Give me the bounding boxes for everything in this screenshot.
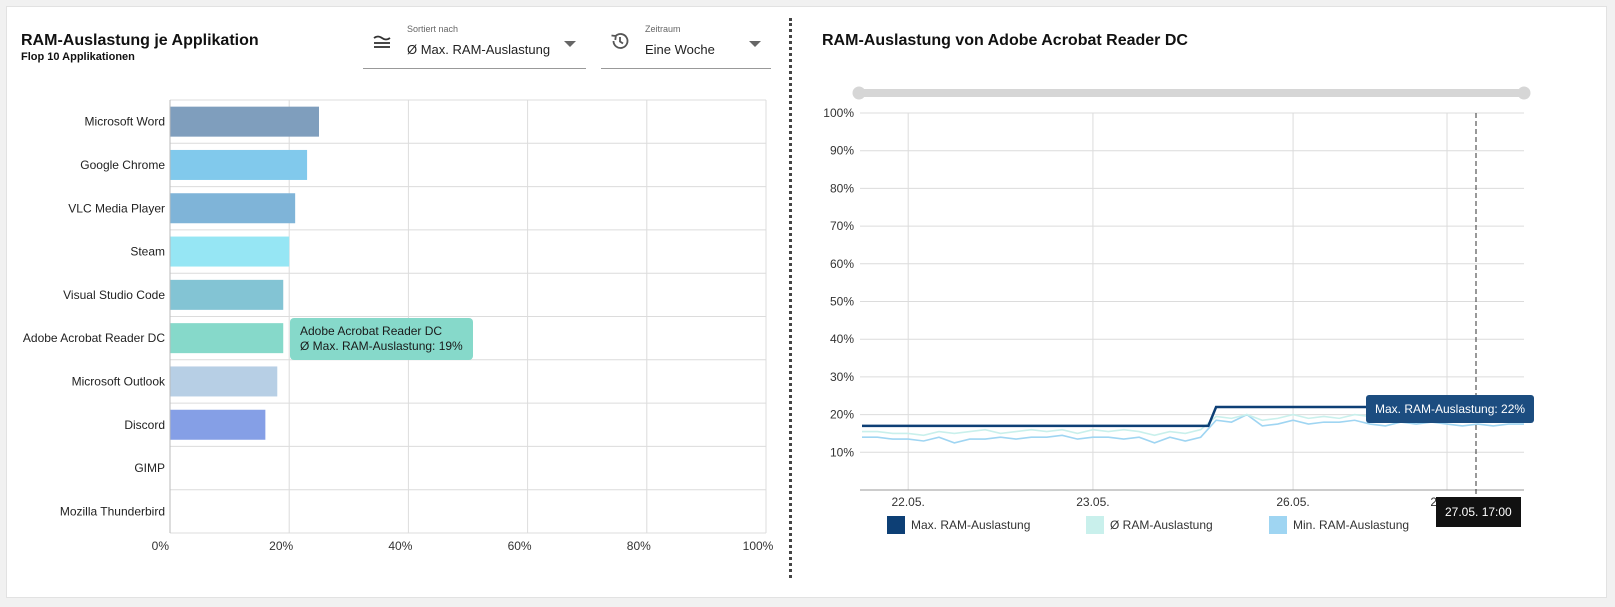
- legend-swatch-max: [887, 516, 905, 534]
- bar-category-label: Microsoft Outlook: [72, 374, 166, 388]
- line-tooltip-time: 27.05. 17:00: [1436, 497, 1521, 527]
- line-y-tick-label: 90%: [830, 144, 854, 158]
- bar-x-tick-label: 60%: [508, 539, 532, 553]
- line-y-tick-label: 60%: [830, 257, 854, 271]
- legend-label-avg: Ø RAM-Auslastung: [1110, 518, 1213, 532]
- chevron-down-icon: [749, 41, 761, 47]
- line-y-tick-label: 30%: [830, 370, 854, 384]
- bar-category-label: Steam: [130, 245, 165, 259]
- bar-category-label: Google Chrome: [80, 158, 165, 172]
- bar: [170, 409, 266, 440]
- bar-tooltip-app: Adobe Acrobat Reader DC: [300, 324, 443, 338]
- bar-x-tick-label: 100%: [743, 539, 774, 553]
- series-line: [862, 413, 1524, 444]
- bar-category-label: Adobe Acrobat Reader DC: [23, 331, 165, 345]
- line-y-tick-label: 80%: [830, 181, 854, 195]
- history-icon: [611, 33, 629, 49]
- chevron-down-icon: [564, 41, 576, 47]
- left-panel-title: RAM-Auslastung je Applikation: [21, 32, 259, 49]
- range-handle-right: [1517, 86, 1531, 100]
- bar: [170, 279, 284, 310]
- bar-category-label: Mozilla Thunderbird: [60, 504, 165, 518]
- range-select-value: Eine Woche: [645, 42, 715, 57]
- line-tooltip-value: Max. RAM-Auslastung: 22%: [1366, 395, 1535, 423]
- legend-swatch-avg: [1086, 516, 1104, 534]
- bar-category-label: Microsoft Word: [85, 115, 165, 129]
- range-handle-left: [852, 86, 866, 100]
- bar-category-label: GIMP: [134, 461, 165, 475]
- bar-x-tick-label: 40%: [388, 539, 412, 553]
- bar-chart: 0% 20% 40% 60% 80% 100% Microsoft Word Google C…: [23, 99, 774, 553]
- legend-label-min: Min. RAM-Auslastung: [1293, 518, 1410, 532]
- sort-icon: [373, 35, 391, 48]
- sort-select[interactable]: Sortiert nach Ø Max. RAM-Auslastung: [363, 22, 586, 69]
- bar-x-tick-label: 80%: [627, 539, 651, 553]
- legend-label-max: Max. RAM-Auslastung: [911, 518, 1031, 532]
- bar: [170, 366, 278, 397]
- line-x-tick-label: 23.05.: [1076, 495, 1109, 509]
- line-x-tick-label: 22.05.: [891, 495, 924, 509]
- bar: [170, 193, 296, 224]
- line-chart: 10% 20% 30% 40% 50% 60% 70% 80% 90% 100% 22.05. 23.…: [823, 86, 1531, 509]
- line-x-tick-label: 26.05.: [1276, 495, 1309, 509]
- line-y-tick-label: 40%: [830, 332, 854, 346]
- bar: [170, 236, 290, 267]
- bar-category-label: VLC Media Player: [68, 201, 165, 215]
- range-select-label: Zeitraum: [645, 24, 681, 34]
- bar-x-tick-label: 20%: [269, 539, 293, 553]
- bar-tooltip-value: Ø Max. RAM-Auslastung: 19%: [300, 339, 463, 353]
- sort-select-value: Ø Max. RAM-Auslastung: [407, 42, 551, 57]
- line-y-tick-label: 50%: [830, 295, 854, 309]
- line-y-tick-label: 20%: [830, 408, 854, 422]
- bar: [170, 106, 319, 137]
- bar-category-label: Visual Studio Code: [63, 288, 165, 302]
- bar: [170, 323, 284, 354]
- right-panel-title: RAM-Auslastung von Adobe Acrobat Reader …: [822, 32, 1188, 49]
- line-y-tick-label: 10%: [830, 445, 854, 459]
- range-select[interactable]: Zeitraum Eine Woche: [601, 22, 771, 69]
- legend-swatch-min: [1269, 516, 1287, 534]
- bar-category-label: Discord: [124, 418, 165, 432]
- line-y-tick-label: 100%: [823, 106, 854, 120]
- bar: [170, 149, 308, 180]
- bar-tooltip: Adobe Acrobat Reader DC Ø Max. RAM-Ausla…: [290, 318, 473, 360]
- panel-divider: [789, 18, 792, 578]
- sort-select-label: Sortiert nach: [407, 24, 459, 34]
- line-y-tick-label: 70%: [830, 219, 854, 233]
- left-panel-subtitle: Flop 10 Applikationen: [21, 51, 135, 63]
- bar-x-tick-label: 0%: [152, 539, 170, 553]
